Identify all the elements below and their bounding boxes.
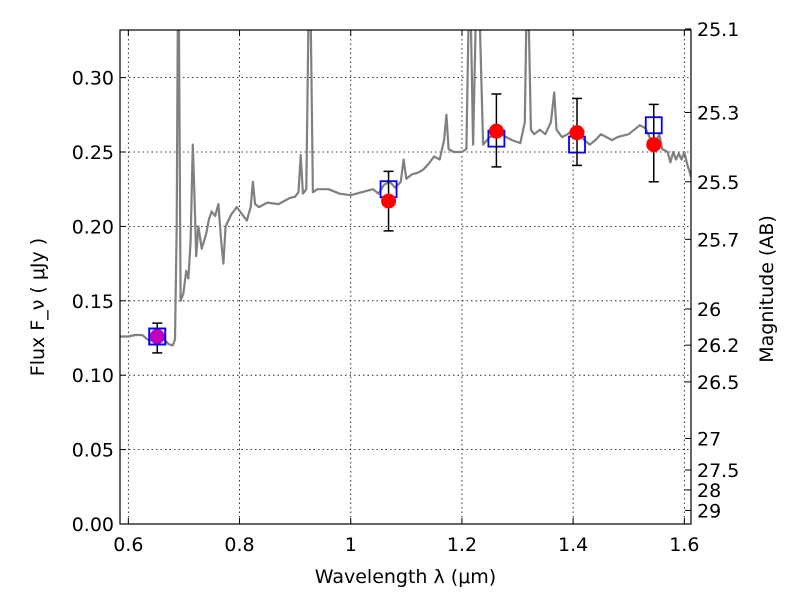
x-tick-label: 0.8 bbox=[224, 534, 254, 556]
x-tick-label: 1.4 bbox=[558, 534, 588, 556]
plot-frame bbox=[119, 29, 692, 525]
ticks-layer: 0.6 0.8 1 1.2 1.4 1.6 0.00 0.05 0.10 0.15 0.20 0.25… bbox=[72, 19, 740, 556]
observed-flux-point bbox=[149, 329, 165, 345]
right-tick-label: 26.5 bbox=[697, 372, 739, 394]
y-tick-label: 0.20 bbox=[72, 216, 114, 238]
x-tick-label: 1.2 bbox=[447, 534, 477, 556]
right-tick-label: 27.5 bbox=[697, 460, 739, 482]
spectrum-layer bbox=[120, 30, 691, 347]
observed-flux-point bbox=[381, 193, 397, 209]
y-tick-label: 0.30 bbox=[72, 68, 114, 90]
y-tick-label: 0.05 bbox=[72, 440, 114, 462]
y-tick-label: 0.15 bbox=[72, 291, 114, 313]
right-tick-label: 26 bbox=[697, 299, 721, 321]
photometry-layer bbox=[148, 93, 663, 354]
right-tick-label: 25.1 bbox=[697, 19, 739, 41]
right-tick-label: 26.2 bbox=[697, 335, 739, 357]
right-axis-label: Magnitude (AB) bbox=[756, 215, 778, 363]
model-spectrum-line bbox=[120, 30, 691, 347]
model-photometry-square-overlay bbox=[148, 327, 167, 346]
right-tick-label: 25.5 bbox=[697, 172, 739, 194]
y-tick-label: 0.00 bbox=[72, 514, 114, 536]
right-tick-label: 27 bbox=[697, 428, 721, 450]
y-tick-label: 0.10 bbox=[72, 365, 114, 387]
x-tick-label: 1.6 bbox=[669, 534, 699, 556]
observed-flux-point bbox=[569, 125, 585, 141]
observed-flux-point bbox=[488, 123, 504, 139]
x-axis-label: Wavelength λ (μm) bbox=[315, 566, 496, 588]
right-tick-label: 25.3 bbox=[697, 102, 739, 124]
y-axis-label: Flux F_ν ( μJy ) bbox=[27, 238, 49, 376]
y-tick-label: 0.25 bbox=[72, 142, 114, 164]
grid-layer bbox=[120, 30, 691, 525]
right-tick-label: 29 bbox=[697, 500, 721, 522]
x-tick-label: 0.6 bbox=[113, 534, 143, 556]
right-tick-label: 25.7 bbox=[697, 229, 739, 251]
x-tick-label: 1 bbox=[345, 534, 357, 556]
right-tick-label: 28 bbox=[697, 480, 721, 502]
observed-flux-point bbox=[646, 137, 662, 153]
